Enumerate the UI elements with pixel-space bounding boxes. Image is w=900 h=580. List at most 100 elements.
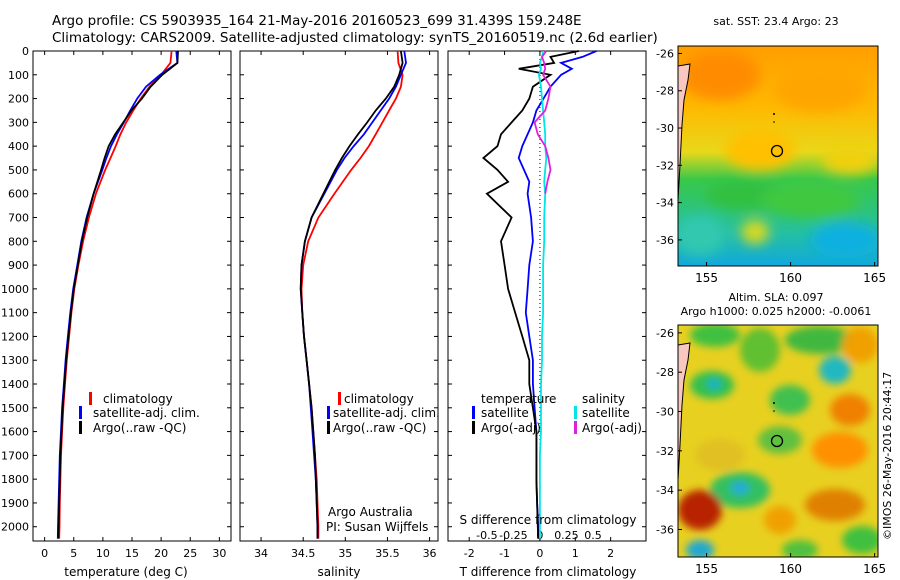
s-tick-label: 0.5 <box>584 529 602 542</box>
lon-tick-label: 155 <box>695 562 718 576</box>
legend-label-argo: Argo(..raw -QC) <box>333 421 426 435</box>
lon-tick-label: 165 <box>863 271 886 285</box>
difference-axes-box <box>447 50 647 542</box>
salinity-y-ticks <box>240 50 438 528</box>
temperature-legend: climatology satellite-adj. clim. Argo(..… <box>79 392 200 435</box>
depth-tick-label: 2000 <box>1 521 29 534</box>
legend-swatch-argo <box>327 421 330 434</box>
sst-field-detail <box>678 50 878 258</box>
sla-map-y-axis: -26 -28 -30 -32 -34 -36 <box>656 327 682 536</box>
t-difference-label: T difference from climatology <box>459 565 637 579</box>
salinity-panel: 34 34.5 35 35.5 36 salinity climatology sate… <box>239 50 440 579</box>
difference-legend: temperature salinity satellite Argo(-adj… <box>472 392 642 435</box>
legend-swatch-climatology <box>338 392 341 405</box>
series-line-temperature-argo-adj- <box>482 50 579 539</box>
x-tick-label: 15 <box>125 547 139 560</box>
depth-tick-label: 1500 <box>1 402 29 415</box>
legend-label-sal-argo: Argo(-adj) <box>582 421 642 435</box>
depth-tick-label: 1000 <box>1 283 29 296</box>
x-tick-label: 10 <box>96 547 110 560</box>
depth-tick-label: 400 <box>8 140 29 153</box>
lon-tick-label: 160 <box>779 271 802 285</box>
depth-tick-label: 1800 <box>1 473 29 486</box>
lat-tick-label: -26 <box>656 47 674 60</box>
sla-map-title: Altim. SLA: 0.097 <box>728 291 823 304</box>
temperature-axes-box <box>32 50 232 542</box>
temperature-x-axis: 0 5 10 15 20 25 30 <box>41 51 226 560</box>
depth-tick-label: 0 <box>22 45 29 58</box>
depth-tick-label: 1900 <box>1 497 29 510</box>
legend-label-temp-satellite: satellite <box>481 406 529 420</box>
legend-swatch-argo <box>79 421 82 434</box>
x-tick-label: 1 <box>572 547 579 560</box>
x-tick-label: 5 <box>70 547 77 560</box>
sst-map-panel: sat. SST: 23.4 Argo: 23 -26-28-30-32-34-… <box>656 15 886 285</box>
salinity-legend: climatology satellite-adj. clim. Argo(..… <box>327 392 440 435</box>
float-track-dot <box>773 121 775 123</box>
s-tick-label: -0.25 <box>499 529 527 542</box>
sst-map-image <box>678 46 878 266</box>
x-tick-label: 20 <box>154 547 168 560</box>
sst-map-y-axis: -26 -28 -30 -32 -34 -36 <box>656 47 682 247</box>
legend-label-satellite: satellite-adj. clim. <box>333 406 440 420</box>
salinity-x-axis: 34 34.5 35 35.5 36 <box>254 51 437 560</box>
difference-y-ticks <box>448 50 646 528</box>
depth-tick-label: 1200 <box>1 330 29 343</box>
legend-label-sal-satellite: satellite <box>582 406 630 420</box>
lat-tick-label: -28 <box>656 85 674 98</box>
x-tick-label: 36 <box>423 547 437 560</box>
temperature-xlabel: temperature (deg C) <box>64 565 187 579</box>
depth-tick-label: 500 <box>8 164 29 177</box>
depth-tick-label: 600 <box>8 188 29 201</box>
s-tick-label: 0.25 <box>554 529 579 542</box>
sla-map-panel: Altim. SLA: 0.097 Argo h1000: 0.025 h200… <box>656 291 886 576</box>
legend-label-climatology: climatology <box>103 392 173 406</box>
float-position-marker <box>770 434 784 448</box>
x-tick-label: -2 <box>464 547 475 560</box>
legend-swatch-sal-satellite <box>574 406 577 419</box>
legend-swatch-satellite <box>79 406 82 419</box>
lat-tick-label: -30 <box>656 122 674 135</box>
depth-tick-label: 100 <box>8 69 29 82</box>
legend-label-climatology: climatology <box>344 392 414 406</box>
float-position-marker <box>770 144 784 158</box>
x-tick-label: 2 <box>607 547 614 560</box>
series-line-salinity-argo-adj- <box>533 50 552 194</box>
x-tick-label: 35.5 <box>375 547 400 560</box>
annotation-pi: PI: Susan Wijffels <box>326 520 428 534</box>
lat-tick-label: -30 <box>656 406 674 419</box>
x-tick-label: 0 <box>41 547 48 560</box>
lat-tick-label: -34 <box>656 484 674 497</box>
legend-swatch-climatology <box>89 392 92 405</box>
sla-map-x-axis: 155 160 165 <box>695 553 886 576</box>
depth-tick-label: 1700 <box>1 449 29 462</box>
salinity-axes-box <box>239 50 439 542</box>
depth-tick-label: 800 <box>8 235 29 248</box>
sst-map-frame <box>677 45 879 267</box>
lon-tick-label: 160 <box>779 562 802 576</box>
salinity-lines <box>299 50 407 539</box>
legend-header-temperature: temperature <box>481 392 556 406</box>
sst-map-title: sat. SST: 23.4 Argo: 23 <box>713 15 838 28</box>
series-line-salinity-satellite <box>537 50 548 539</box>
series-line-argo-raw-qc- <box>57 50 179 539</box>
depth-tick-label: 1400 <box>1 378 29 391</box>
x-tick-label: 34.5 <box>291 547 316 560</box>
t-difference-x-axis: -2 -1 0 1 2 <box>464 51 614 560</box>
legend-swatch-satellite <box>327 406 330 419</box>
s-tick-label: -0.5 <box>476 529 497 542</box>
sst-map-x-axis: 155 160 165 <box>695 262 886 285</box>
temperature-lines <box>56 50 179 539</box>
legend-swatch-temp-argo <box>472 421 475 434</box>
lat-tick-label: -28 <box>656 366 674 379</box>
legend-label-argo: Argo(..raw -QC) <box>93 421 186 435</box>
depth-tick-label: 1100 <box>1 307 29 320</box>
x-tick-label: 25 <box>183 547 197 560</box>
float-track-dot <box>773 402 775 404</box>
sla-map-frame <box>677 324 879 558</box>
depth-axis: 0 100 200 300 400 500 600 700 800 900 1000 1100 1200… <box>1 45 231 534</box>
temperature-panel: 0100200300400500600700800900100011001200… <box>1 45 232 579</box>
annotation-argo-australia: Argo Australia <box>328 505 413 519</box>
lat-tick-label: -36 <box>656 523 674 536</box>
